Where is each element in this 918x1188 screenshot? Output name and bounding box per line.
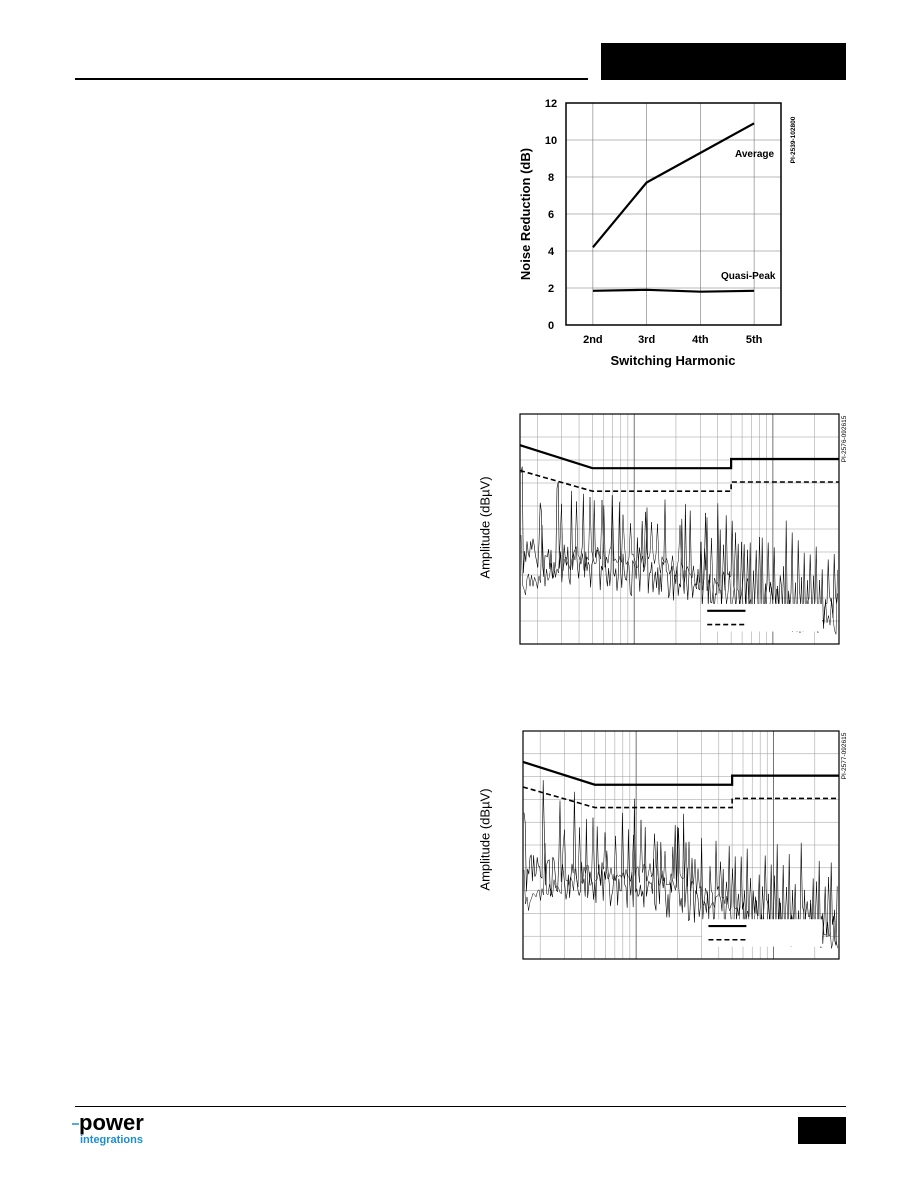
noise-ytick-label: 2 (548, 283, 554, 295)
footer-rule (75, 1106, 846, 1107)
noise-ytick-label: 4 (548, 246, 555, 258)
x-axis-label: Switching Harmonic (611, 353, 736, 368)
logo-power-text: power (79, 1112, 144, 1135)
logo-integrations-text: integrations (80, 1134, 143, 1146)
noise-xtick-label: 5th (746, 334, 763, 346)
emi-chart-2-y-axis-label: Amplitude (dBµV) (477, 788, 493, 891)
emi-chart-2-svg: PI-2577-092615 (522, 730, 848, 960)
noise-reduction-chart: 0 2 4 6 8 10 12 2nd 3rd 4th 5th Average Quasi-Pea… (505, 90, 805, 375)
emi-chart-2-frame (522, 730, 840, 960)
logo-svg: power integrations (72, 1110, 144, 1146)
noise-xtick-label: 4th (692, 334, 709, 346)
header-tab (601, 43, 846, 80)
noise-xtick-label: 2nd (583, 334, 603, 346)
emi-legend-box (700, 603, 823, 632)
emi-chart-1-svg: PI-2576-092615 (519, 413, 848, 645)
quasi-peak-series-line (592, 288, 755, 293)
emi-average-limit-line (519, 469, 839, 492)
noise-ytick-label: 10 (545, 135, 557, 147)
noise-plot-frame (565, 102, 782, 326)
emi-quasi-peak-limit-line (522, 760, 839, 786)
emi-chart-2-id-code: PI-2577-092615 (841, 732, 848, 779)
power-integrations-logo: power integrations (70, 1110, 170, 1148)
figure-id-code: PI-2539-102800 (790, 116, 797, 163)
noise-ytick-label: 8 (548, 172, 554, 184)
noise-reduction-svg: 0 2 4 6 8 10 12 2nd 3rd 4th 5th Average Quasi-Pea… (518, 98, 797, 368)
emi-chart-1: PI-2576-092615 (519, 413, 849, 645)
noise-ytick-label: 0 (548, 320, 554, 332)
emi-chart-1-frame (519, 413, 840, 645)
average-series-line (592, 122, 755, 249)
emi-average-trace (520, 496, 838, 635)
page-number-tab (798, 1117, 846, 1144)
emi-chart-1-id-code: PI-2576-092615 (841, 415, 848, 462)
noise-ytick-label: 12 (545, 98, 557, 110)
header-rule (75, 78, 588, 80)
emi-legend-box (702, 919, 823, 947)
quasi-peak-series-label: Quasi-Peak (721, 271, 776, 282)
average-series-label: Average (735, 149, 775, 160)
y-axis-label: Noise Reduction (dB) (518, 148, 533, 280)
noise-xtick-label: 3rd (638, 334, 655, 346)
noise-ytick-label: 6 (548, 209, 554, 221)
emi-quasi-peak-limit-line (519, 444, 839, 470)
emi-average-limit-line (522, 786, 839, 809)
emi-chart-1-y-axis-label: Amplitude (dBµV) (477, 476, 493, 579)
emi-chart-2: PI-2577-092615 (522, 730, 852, 962)
